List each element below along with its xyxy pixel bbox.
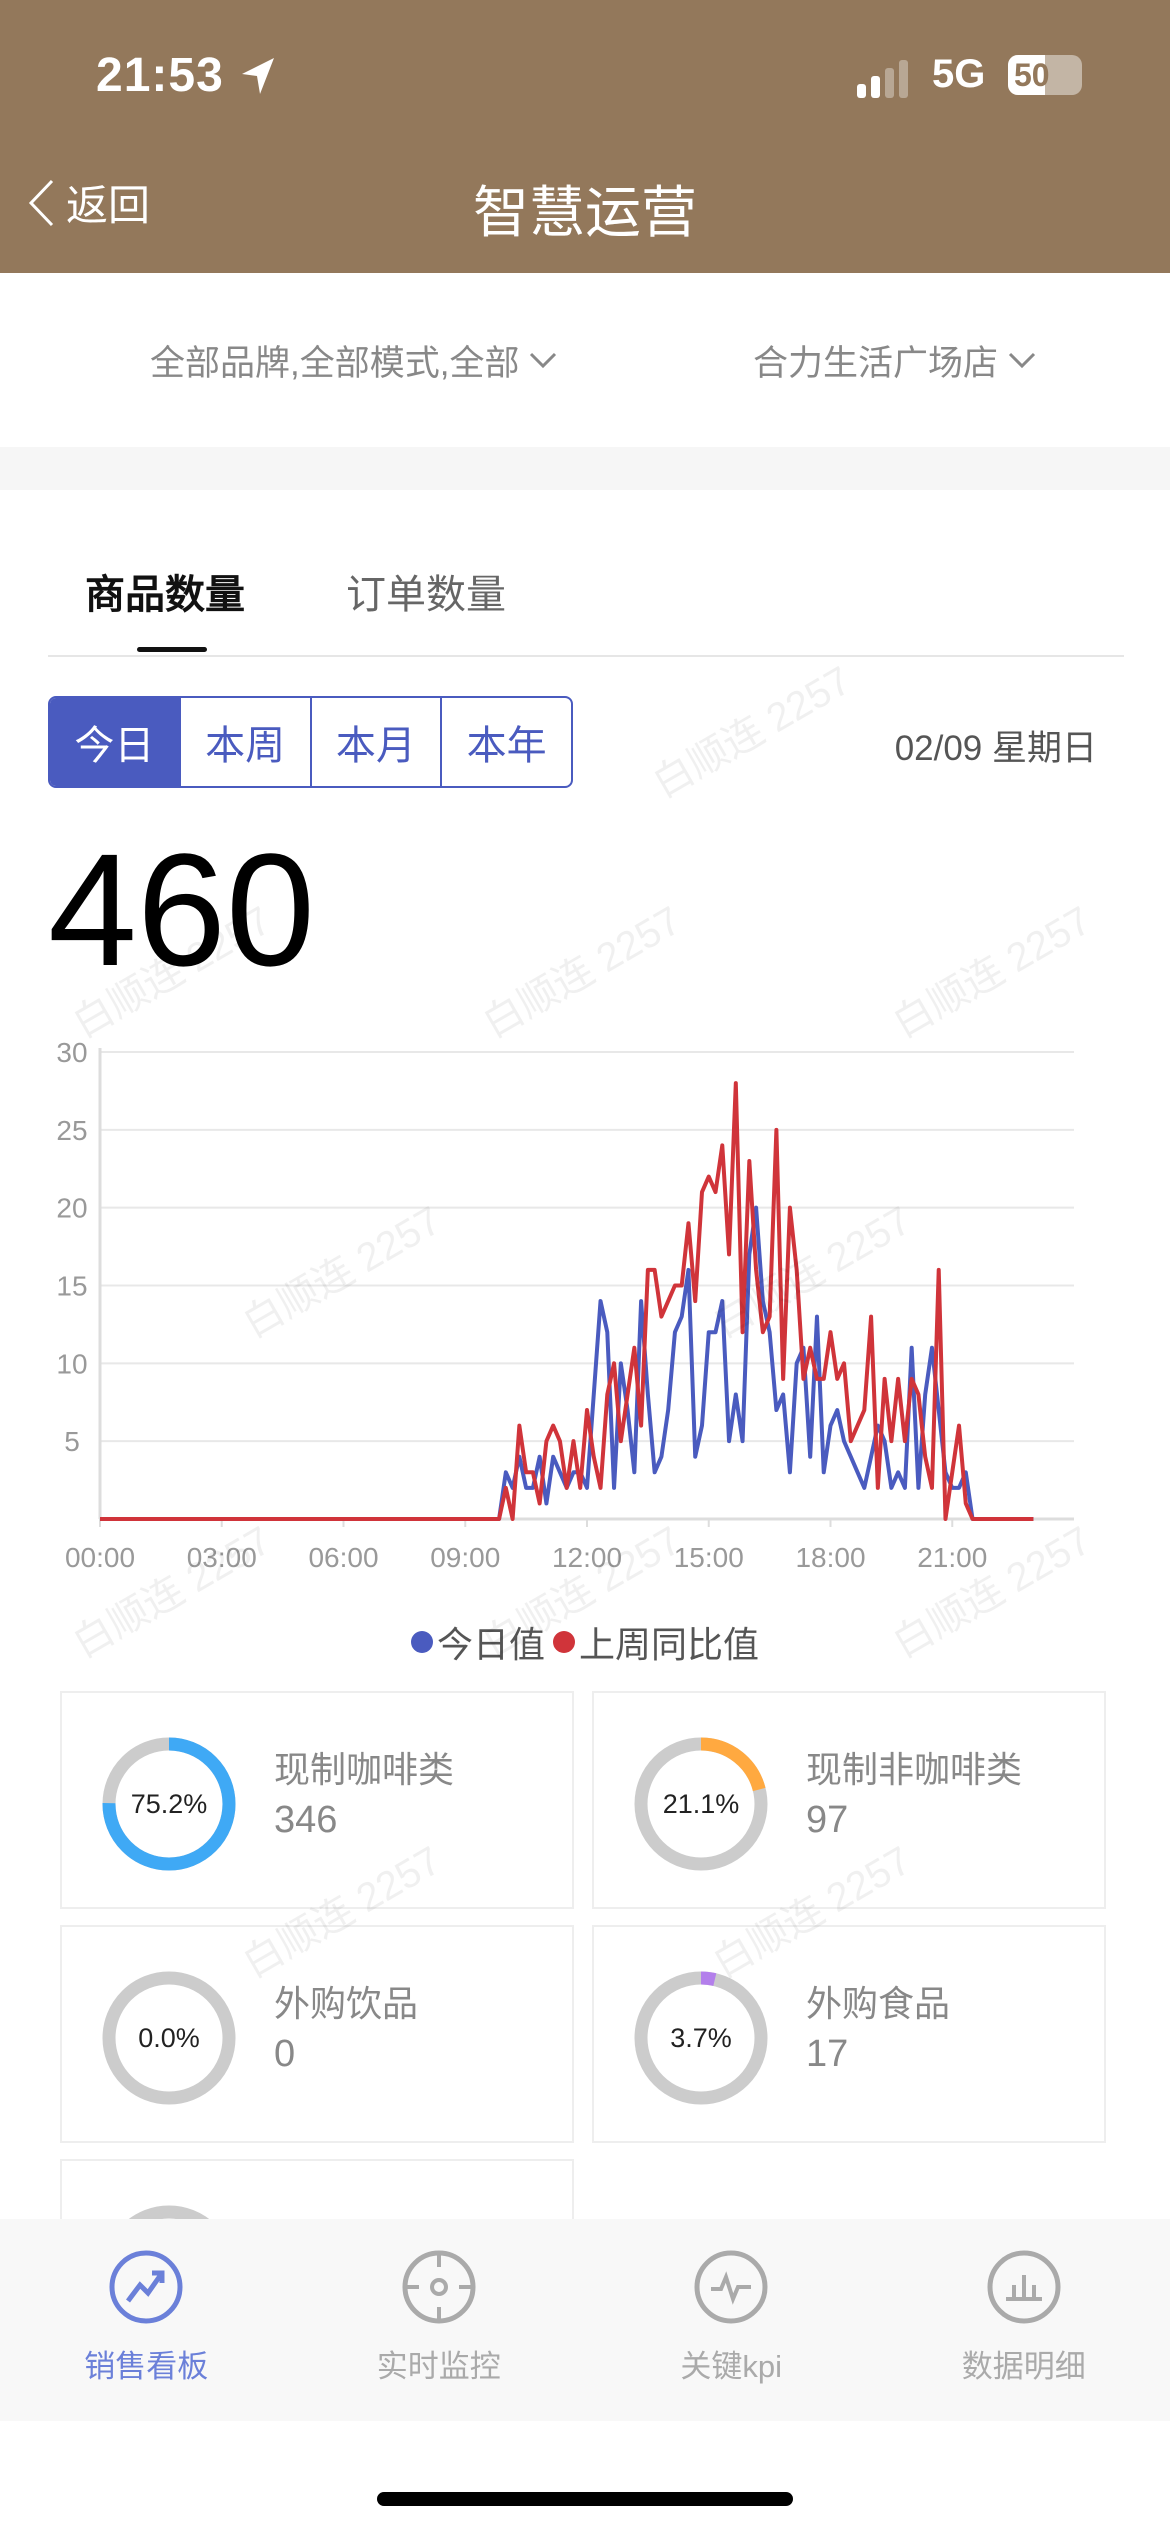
x-tick-label: 21:00 [917, 1542, 987, 1573]
category-label: 外购食品 [806, 1983, 951, 2024]
y-tick-label: 10 [56, 1348, 87, 1379]
tab-label: 数据明细 [961, 2349, 1086, 2384]
donut-chart [634, 1737, 768, 1871]
header: 21:53 5G 50 返回 智慧运营 [0, 0, 1170, 273]
x-tick-label: 03:00 [187, 1542, 257, 1573]
y-tick-label: 25 [56, 1115, 87, 1146]
crosshair-icon [402, 2250, 476, 2324]
period-today[interactable]: 今日 [50, 698, 179, 786]
brand-mode-dropdown[interactable]: 全部品牌,全部模式,全部 [150, 335, 557, 386]
legend-today[interactable]: 今日值 [410, 1616, 545, 1668]
tab-product-count[interactable]: 商品数量 [85, 573, 245, 617]
category-percent: 75.2% [130, 1788, 208, 1819]
category-card[interactable]: 3.7% 外购食品 17 [592, 1925, 1106, 2143]
filter-bar: 全部品牌,全部模式,全部 合力生活广场店 [0, 273, 1170, 447]
trend-up-icon [109, 2250, 183, 2324]
legend-last-week[interactable]: 上周同比值 [553, 1616, 759, 1668]
y-tick-label: 30 [56, 1037, 87, 1068]
category-value: 346 [274, 1799, 338, 1841]
y-tick-label: 20 [56, 1193, 87, 1224]
tab-label: 销售看板 [84, 2349, 209, 2384]
tab-sales-board[interactable]: 销售看板 [0, 2219, 293, 2421]
line-chart: 5 10 15 20 25 30 00:00 03:00 06:00 09:00 12:00 15:0… [56, 1037, 1074, 1573]
category-percent: 3.7% [670, 2022, 732, 2053]
y-tick-label: 5 [64, 1426, 80, 1457]
donut-chart [634, 1971, 768, 2105]
series-line-last-week [100, 1081, 1034, 1521]
back-button[interactable]: 返回 [26, 172, 150, 233]
network-type: 5G [932, 52, 986, 96]
legend-dot-last-week [553, 1631, 575, 1653]
battery-level: 50 [1014, 57, 1050, 93]
x-tick-label: 09:00 [430, 1542, 500, 1573]
period-week[interactable]: 本周 [178, 698, 310, 786]
chevron-left-icon [28, 179, 54, 226]
category-value: 17 [806, 2033, 849, 2075]
x-tick-label: 15:00 [674, 1542, 744, 1573]
tab-order-count[interactable]: 订单数量 [346, 573, 506, 617]
brand-mode-value: 全部品牌,全部模式,全部 [150, 343, 520, 383]
period-month[interactable]: 本月 [309, 698, 441, 786]
legend-dot-today [410, 1631, 433, 1653]
chart-legend: 今日值 上周同比值 [0, 1616, 1170, 1668]
y-tick-label: 15 [56, 1271, 87, 1302]
chevron-down-icon [1008, 352, 1036, 369]
x-tick-label: 12:00 [552, 1542, 622, 1573]
category-value: 0 [274, 2033, 296, 2075]
period-selector: 今日 本周 本月 本年 [48, 696, 573, 788]
total-count: 460 [48, 820, 315, 999]
chevron-down-icon [530, 352, 557, 369]
date-label: 02/09 星期日 [894, 729, 1097, 768]
x-tick-label: 00:00 [65, 1542, 135, 1573]
back-label: 返回 [66, 182, 151, 229]
divider [48, 655, 1124, 657]
store-dropdown[interactable]: 合力生活广场店 [753, 335, 1036, 386]
donut-chart [102, 1971, 236, 2105]
x-tick-label: 06:00 [308, 1542, 378, 1573]
category-card[interactable]: 75.2% 现制咖啡类 346 [60, 1691, 574, 1909]
category-percent: 21.1% [662, 1788, 740, 1819]
donut-fill [634, 1737, 768, 1871]
tab-label: 关键kpi [680, 2349, 783, 2384]
bar-chart-icon [987, 2250, 1061, 2324]
category-value: 97 [806, 1799, 849, 1841]
bottom-tab-bar: 销售看板 实时监控 关键kpi 数据明细 [0, 2219, 1170, 2421]
active-tab-indicator [137, 647, 207, 652]
category-card[interactable]: 21.1% 现制非咖啡类 97 [592, 1691, 1106, 1909]
category-label: 现制非咖啡类 [806, 1749, 1023, 1790]
section-gap [0, 447, 1170, 490]
page-title: 智慧运营 [473, 181, 697, 244]
donut-fill [634, 1971, 768, 2105]
status-time: 21:53 [96, 49, 224, 102]
pulse-icon [694, 2250, 768, 2324]
legend-label: 今日值 [436, 1624, 545, 1665]
donut-fill [102, 1737, 236, 1871]
signal-icon [857, 60, 908, 98]
tab-realtime-monitor[interactable]: 实时监控 [293, 2219, 586, 2421]
home-indicator [377, 2492, 793, 2506]
category-label: 现制咖啡类 [274, 1749, 455, 1790]
tab-data-detail[interactable]: 数据明细 [878, 2219, 1170, 2421]
category-card[interactable]: 0.0% 外购饮品 0 [60, 1925, 574, 2143]
series-line-today [100, 1205, 1034, 1521]
donut-chart [102, 1737, 236, 1871]
category-label: 外购饮品 [274, 1983, 419, 2024]
store-value: 合力生活广场店 [753, 343, 999, 383]
battery-icon: 50 [1008, 55, 1082, 95]
category-percent: 0.0% [138, 2022, 200, 2053]
legend-label: 上周同比值 [579, 1624, 760, 1665]
x-tick-label: 18:00 [795, 1542, 865, 1573]
period-year[interactable]: 本年 [440, 698, 571, 786]
tab-label: 实时监控 [376, 2349, 501, 2384]
tab-key-kpi[interactable]: 关键kpi [585, 2219, 878, 2421]
location-arrow-icon [242, 58, 274, 94]
